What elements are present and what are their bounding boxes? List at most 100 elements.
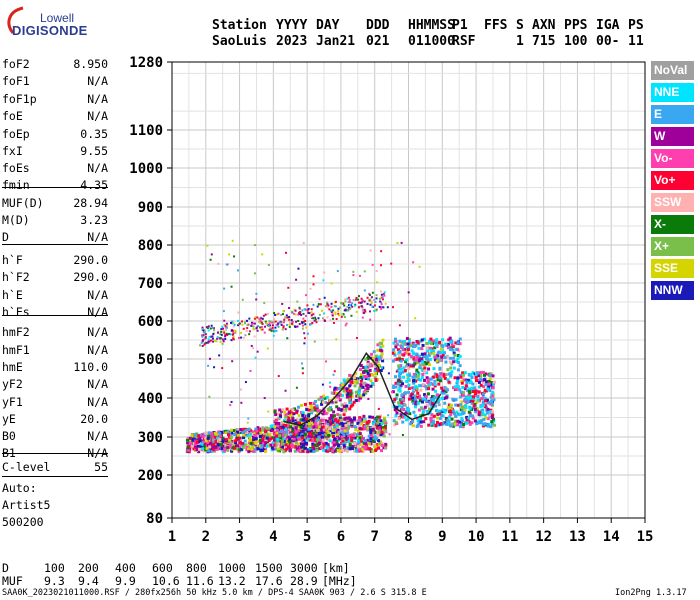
echo-point xyxy=(253,441,257,445)
echo-point xyxy=(444,408,448,412)
echo-point xyxy=(423,396,427,400)
echo-point xyxy=(481,400,485,404)
echo-point xyxy=(441,349,445,353)
echo-point xyxy=(307,417,311,421)
echo-point xyxy=(307,311,310,314)
echo-point xyxy=(254,356,257,359)
echo-point xyxy=(477,374,481,378)
echo-point xyxy=(346,432,350,436)
echo-point xyxy=(366,372,370,376)
echo-point xyxy=(411,345,415,349)
echo-point xyxy=(415,355,419,359)
echo-point xyxy=(380,296,383,299)
echo-point xyxy=(456,423,460,427)
echo-point xyxy=(333,386,337,390)
echo-point xyxy=(260,317,263,320)
echo-point xyxy=(287,444,291,448)
echo-point xyxy=(277,442,281,446)
echo-point xyxy=(366,383,370,387)
param-name: hmF1 xyxy=(2,343,30,357)
echo-point xyxy=(355,310,358,313)
echo-point xyxy=(292,433,296,437)
echo-point xyxy=(458,364,462,368)
echo-point xyxy=(302,438,306,442)
muf-value: 11.6 xyxy=(186,574,214,588)
echo-point xyxy=(419,424,423,428)
echo-point xyxy=(355,448,359,452)
echo-point xyxy=(330,305,333,308)
echo-point xyxy=(443,421,447,425)
echo-point xyxy=(392,341,396,345)
echo-point xyxy=(237,269,240,272)
echo-point xyxy=(431,395,435,399)
echo-point xyxy=(353,425,357,429)
echo-point xyxy=(388,433,391,436)
echo-point xyxy=(471,399,475,403)
echo-point xyxy=(455,347,459,351)
echo-point xyxy=(327,447,331,451)
echo-point xyxy=(254,434,258,438)
echo-point xyxy=(228,253,231,256)
echo-point xyxy=(355,394,359,398)
echo-point xyxy=(415,387,419,391)
echo-point xyxy=(408,397,412,401)
x-tick-label: 13 xyxy=(569,529,586,545)
echo-point xyxy=(266,322,269,325)
echo-point xyxy=(414,403,418,407)
echo-point xyxy=(464,384,468,388)
echo-point xyxy=(330,449,334,453)
echo-point xyxy=(484,399,488,403)
y-tick-label: 1100 xyxy=(129,123,163,139)
echo-point xyxy=(382,293,385,296)
echo-point xyxy=(399,413,403,417)
echo-point xyxy=(414,374,418,378)
echo-point xyxy=(429,419,433,423)
echo-point xyxy=(351,434,355,438)
echo-point xyxy=(379,369,383,373)
echo-point xyxy=(449,340,453,344)
echo-point xyxy=(390,391,393,394)
echo-point xyxy=(423,360,427,364)
param-value: N/A xyxy=(87,377,108,391)
echo-point xyxy=(312,425,316,429)
echo-point xyxy=(205,447,209,451)
echo-point xyxy=(324,412,328,416)
echo-point xyxy=(322,279,325,282)
echo-point xyxy=(276,324,279,327)
echo-point xyxy=(345,395,349,399)
echo-point xyxy=(248,317,251,320)
echo-point xyxy=(460,381,464,385)
echo-point xyxy=(313,406,317,410)
echo-point xyxy=(274,326,277,329)
echo-point xyxy=(395,411,399,415)
echo-point xyxy=(273,438,277,442)
echo-point xyxy=(341,417,345,421)
echo-point xyxy=(316,418,320,422)
echo-point xyxy=(444,342,448,346)
echo-point xyxy=(317,432,321,436)
echo-point xyxy=(342,444,346,448)
echo-point xyxy=(258,321,261,324)
echo-point xyxy=(213,431,217,435)
echo-point xyxy=(382,306,385,309)
echo-point xyxy=(245,329,248,332)
echo-point xyxy=(420,360,424,364)
echo-point xyxy=(443,410,447,414)
echo-point xyxy=(481,392,485,396)
echo-point xyxy=(298,307,301,310)
param-name: h`E xyxy=(2,288,23,302)
echo-point xyxy=(376,421,380,425)
echo-point xyxy=(438,416,442,420)
echo-point xyxy=(492,398,496,402)
echo-point xyxy=(242,336,245,339)
echo-point xyxy=(212,443,216,447)
echo-point xyxy=(267,263,270,266)
echo-point xyxy=(204,439,208,443)
echo-point xyxy=(410,349,414,353)
echo-point xyxy=(242,433,246,437)
echo-point xyxy=(354,303,357,306)
echo-point xyxy=(461,371,465,375)
echo-point xyxy=(359,379,363,383)
echo-point xyxy=(394,343,398,347)
echo-point xyxy=(439,379,443,383)
